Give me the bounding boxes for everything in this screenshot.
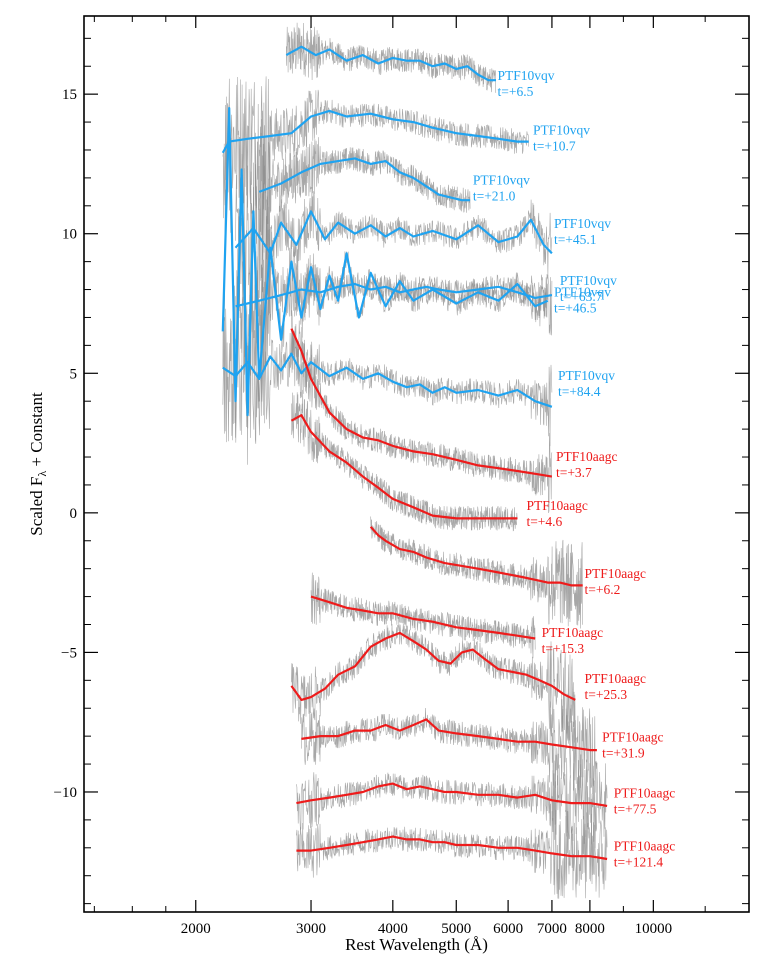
y-axis-title-subscript: λ <box>35 471 49 477</box>
y-axis-title-main: Scaled F <box>27 477 46 536</box>
series-label-name-1: PTF10vqv <box>497 68 554 83</box>
series-label-name-4: PTF10vqv <box>554 216 611 231</box>
series-line-15 <box>296 835 608 861</box>
series-label-name-12: PTF10aagc <box>585 671 647 686</box>
raw-spectrum-13 <box>301 701 598 795</box>
series-label-epoch-4: t=+45.1 <box>554 232 597 247</box>
raw-spectrum-4 <box>235 162 553 314</box>
series-label-epoch-6: t=+46.5 <box>554 300 597 315</box>
raw-spectra-layer <box>222 22 608 899</box>
series-label-epoch-10: t=+6.2 <box>585 582 621 597</box>
series-line-11 <box>310 595 536 640</box>
series-layer <box>221 45 608 861</box>
series-label-epoch-5: t=+63.7 <box>560 289 603 304</box>
series-line-7 <box>222 352 553 408</box>
raw-spectrum-10 <box>370 516 583 629</box>
series-labels: PTF10vqvt=+6.5PTF10vqvt=+10.7PTF10vqvt=+… <box>473 68 675 869</box>
raw-spectrum-5 <box>235 228 553 375</box>
series-label-epoch-3: t=+21.0 <box>473 189 516 204</box>
axis-ticks: 2000 3000 4000 5000 6000 7000 8000 10000 −10 −5 0 5… <box>54 16 750 937</box>
series-label-name-11: PTF10aagc <box>542 625 604 640</box>
series-label-name-13: PTF10aagc <box>602 730 664 745</box>
y-tick-label-4: 5 <box>70 366 78 382</box>
series-line-13 <box>301 718 597 752</box>
raw-spectrum-9 <box>291 389 518 532</box>
series-label-epoch-8: t=+3.7 <box>556 465 592 480</box>
series-label-epoch-9: t=+4.6 <box>526 514 562 529</box>
series-line-2 <box>221 109 529 154</box>
x-tick-label-2: 3000 <box>296 921 326 937</box>
series-line-12 <box>290 631 576 702</box>
series-label-name-7: PTF10vqv <box>558 368 615 383</box>
series-label-epoch-2: t=+10.7 <box>533 138 576 153</box>
series-label-name-10: PTF10aagc <box>585 566 647 581</box>
raw-spectrum-8 <box>291 310 553 513</box>
series-label-epoch-11: t=+15.3 <box>542 641 585 656</box>
series-line-8 <box>290 328 553 478</box>
series-label-name-14: PTF10aagc <box>614 785 676 800</box>
y-tick-label-3: 0 <box>70 506 78 522</box>
series-line-5 <box>235 282 553 308</box>
series-line-9 <box>290 414 518 520</box>
series-label-epoch-15: t=+121.4 <box>614 854 664 869</box>
series-line-4 <box>234 210 553 255</box>
x-tick-label-1: 2000 <box>181 921 211 937</box>
y-tick-label-6: 15 <box>62 87 77 103</box>
x-tick-label-6: 7000 <box>537 921 567 937</box>
series-label-name-15: PTF10aagc <box>614 838 676 853</box>
series-label-name-8: PTF10aagc <box>556 449 618 464</box>
series-label-name-2: PTF10vqv <box>533 122 590 137</box>
y-tick-label-1: −10 <box>54 785 77 801</box>
series-label-epoch-14: t=+77.5 <box>614 801 657 816</box>
raw-spectrum-12 <box>291 623 576 743</box>
series-label-epoch-7: t=+84.4 <box>558 384 601 399</box>
x-tick-label-7: 8000 <box>575 921 605 937</box>
series-label-name-6: PTF10vqv <box>554 284 611 299</box>
series-label-epoch-13: t=+31.9 <box>602 746 645 761</box>
x-tick-label-8: 10000 <box>635 921 673 937</box>
series-label-epoch-12: t=+25.3 <box>585 687 628 702</box>
series-label-name-3: PTF10vqv <box>473 173 530 188</box>
y-axis-title-suffix: + Constant <box>27 392 46 471</box>
x-axis-title: Rest Wavelength (Å) <box>345 935 488 954</box>
x-tick-label-3: 4000 <box>378 921 408 937</box>
y-axis-title: Scaled Fλ + Constant <box>27 392 49 536</box>
series-label-epoch-1: t=+6.5 <box>497 84 533 99</box>
plot-frame <box>83 15 750 913</box>
x-tick-label-5: 6000 <box>493 921 523 937</box>
x-tick-label-4: 5000 <box>441 921 471 937</box>
series-line-1 <box>285 45 496 82</box>
series-line-10 <box>369 526 583 587</box>
series-line-14 <box>296 782 608 807</box>
y-tick-label-2: −5 <box>61 645 77 661</box>
series-line-6 <box>221 106 549 417</box>
series-label-name-5: PTF10vqv <box>560 273 617 288</box>
series-line-3 <box>258 157 471 202</box>
series-label-name-9: PTF10aagc <box>526 498 588 513</box>
raw-spectrum-1 <box>286 22 497 93</box>
y-tick-label-5: 10 <box>62 227 77 243</box>
raw-spectrum-7 <box>222 296 553 447</box>
